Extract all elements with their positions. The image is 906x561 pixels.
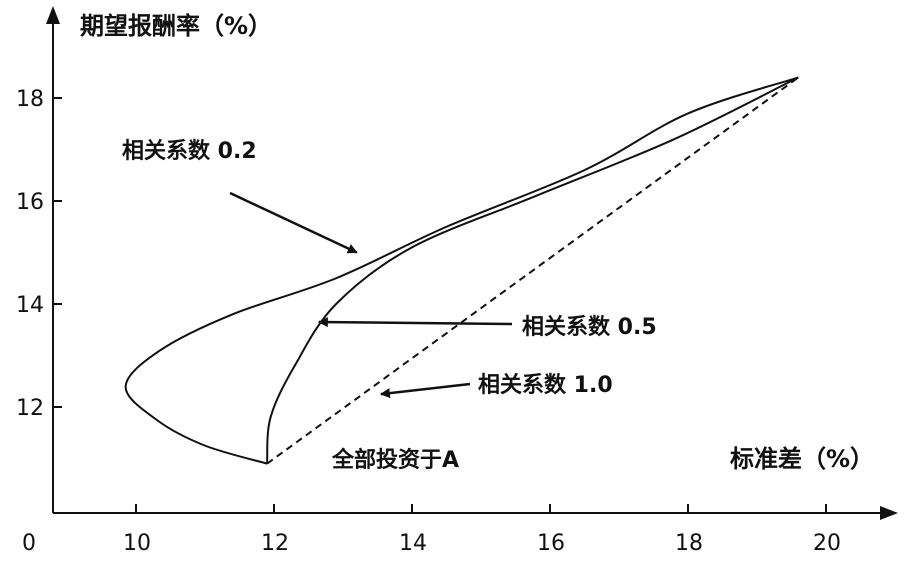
x-tick-label: 12	[261, 531, 289, 556]
series-line-corr-1-0	[266, 76, 799, 465]
x-tick-label: 16	[537, 531, 565, 556]
point-a-label: 全部投资于A	[331, 447, 459, 473]
x-tick-label: 18	[675, 531, 703, 556]
x-ticks: 10 12 14 16 18 20	[52, 396, 841, 556]
annotation-label: 相关系数 0.5	[522, 314, 657, 340]
series-layer	[124, 76, 799, 465]
axes	[46, 6, 898, 520]
annotation-label: 相关系数 1.0	[478, 372, 613, 398]
y-ticks: 12 14 16 18	[16, 87, 62, 421]
annotation-layer: 相关系数 0.2 相关系数 0.5 相关系数 1.0	[122, 138, 657, 399]
x-tick-label: 14	[399, 531, 427, 556]
y-axis-title: 期望报酬率（%）	[80, 12, 272, 40]
origin-label: 0	[22, 531, 36, 556]
y-tick-label: 12	[16, 396, 44, 421]
y-axis-arrow-icon	[46, 6, 60, 24]
annotation-label: 相关系数 0.2	[122, 138, 257, 164]
x-axis-arrow-icon	[880, 506, 898, 520]
y-tick-label: 14	[16, 293, 44, 318]
annotation-arrow-icon	[379, 382, 471, 399]
y-tick-label: 18	[16, 87, 44, 112]
annotation-arrow-icon	[317, 317, 513, 328]
series-line-corr-0-2	[124, 76, 799, 465]
series-line-corr-0-5	[266, 76, 799, 464]
x-tick-label: 20	[813, 531, 841, 556]
x-tick-label: 10	[123, 531, 151, 556]
y-tick-label: 16	[16, 190, 44, 215]
annotation-arrow-icon	[229, 191, 358, 254]
x-axis-title: 标准差（%）	[730, 445, 874, 473]
